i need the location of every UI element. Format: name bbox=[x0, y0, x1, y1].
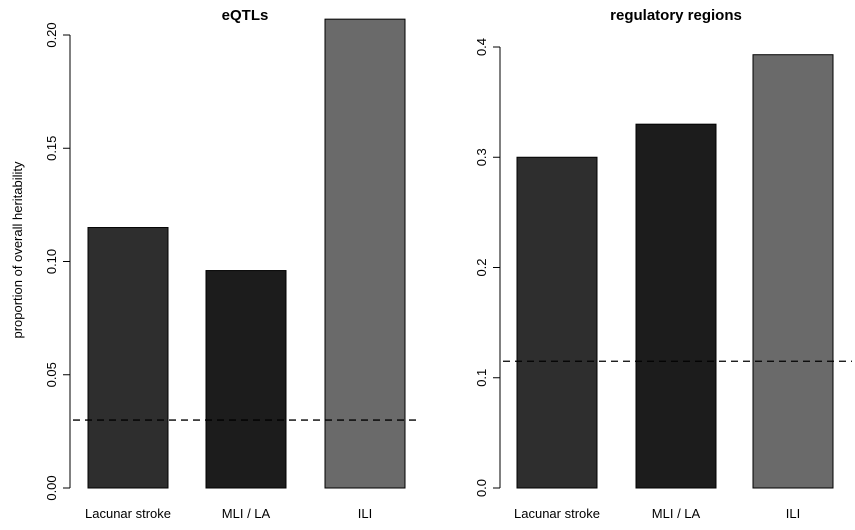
category-label: Lacunar stroke bbox=[514, 506, 600, 521]
bar bbox=[205, 270, 287, 489]
category-label: MLI / LA bbox=[222, 506, 271, 521]
y-tick-label: 0.1 bbox=[474, 369, 489, 387]
chart-panel: eQTLs Lacunar stroke MLI / LA ILI 0.00 0.05 0.… bbox=[44, 7, 420, 521]
y-tick-label: 0.20 bbox=[44, 22, 59, 47]
bar bbox=[324, 18, 406, 489]
y-tick-label: 0.0 bbox=[474, 479, 489, 497]
y-tick-label: 0.05 bbox=[44, 362, 59, 387]
category-label: MLI / LA bbox=[652, 506, 701, 521]
y-tick-label: 0.2 bbox=[474, 258, 489, 276]
category-label: Lacunar stroke bbox=[85, 506, 171, 521]
chart-title: regulatory regions bbox=[610, 7, 742, 24]
chart-title: eQTLs bbox=[222, 7, 269, 24]
y-tick-label: 0.4 bbox=[474, 38, 489, 56]
y-tick-label: 0.10 bbox=[44, 249, 59, 274]
category-label: ILI bbox=[786, 506, 800, 521]
y-tick-label: 0.15 bbox=[44, 136, 59, 161]
y-tick-label: 0.3 bbox=[474, 148, 489, 166]
bar bbox=[87, 227, 169, 489]
y-axis-label: proportion of overall heritability bbox=[10, 161, 25, 339]
bar bbox=[635, 123, 717, 489]
chart-panel: regulatory regions Lacunar stroke MLI / LA… bbox=[474, 7, 852, 521]
bar bbox=[516, 156, 598, 489]
panels: eQTLs Lacunar stroke MLI / LA ILI 0.00 0.05 0.… bbox=[44, 7, 852, 521]
y-tick-label: 0.00 bbox=[44, 475, 59, 500]
category-label: ILI bbox=[358, 506, 372, 521]
bar bbox=[752, 54, 834, 489]
